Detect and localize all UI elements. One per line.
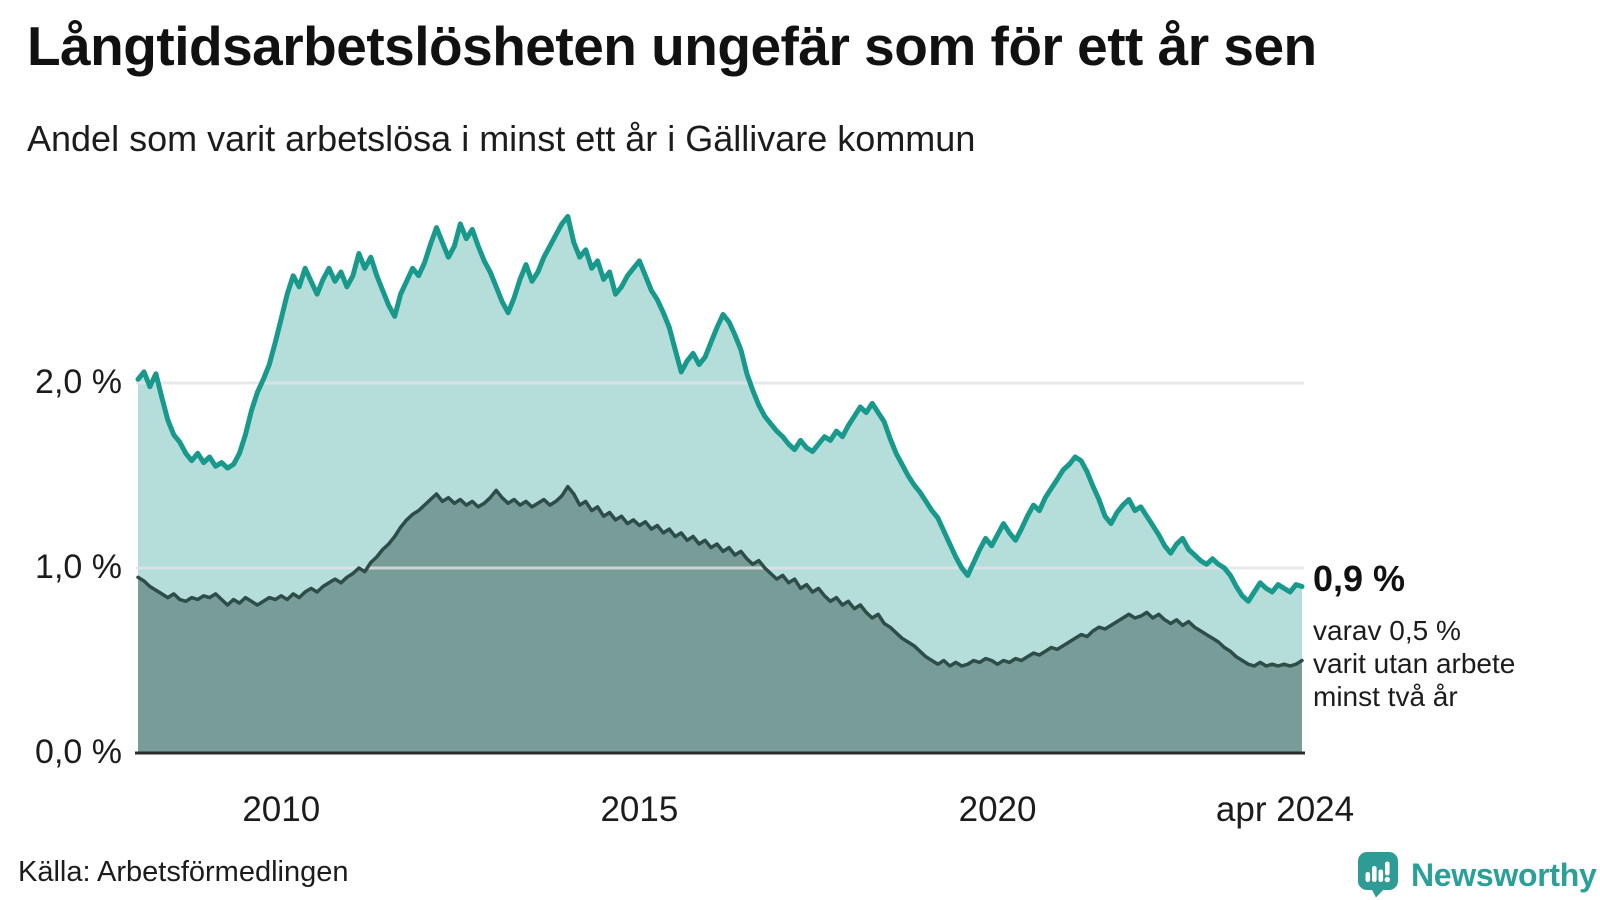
latest-value-label: 0,9 % [1313,558,1406,599]
chart-subtitle: Andel som varit arbetslösa i minst ett å… [27,118,976,159]
annotation-note: varav 0,5 % varit utan arbete minst två … [1313,614,1515,713]
newsworthy-logo: Newsworthy [1358,852,1597,898]
newsworthy-logo-icon [1358,852,1398,898]
x-axis-tick-apr-2024: apr 2024 [1215,790,1355,829]
y-axis-tick-1: 1,0 % [35,548,122,586]
x-axis-tick-2010: 2010 [242,790,321,829]
source-credit: Källa: Arbetsförmedlingen [18,856,349,888]
x-axis-tick-2020: 2020 [958,790,1037,829]
newsworthy-logo-text: Newsworthy [1411,857,1597,893]
x-axis-tick-2015: 2015 [600,790,679,829]
annotation-note-line3: minst två år [1313,681,1458,712]
y-axis-tick-0: 0,0 % [35,733,122,771]
page-title: Långtidsarbetslösheten ungefär som för e… [27,15,1317,77]
y-axis-tick-2: 2,0 % [35,363,122,401]
annotation-note-line2: varit utan arbete [1313,648,1516,679]
latest-value-annotation: 0,9 % varav 0,5 % varit utan arbete mins… [1313,558,1515,713]
annotation-note-line1: varav 0,5 % [1313,615,1461,646]
